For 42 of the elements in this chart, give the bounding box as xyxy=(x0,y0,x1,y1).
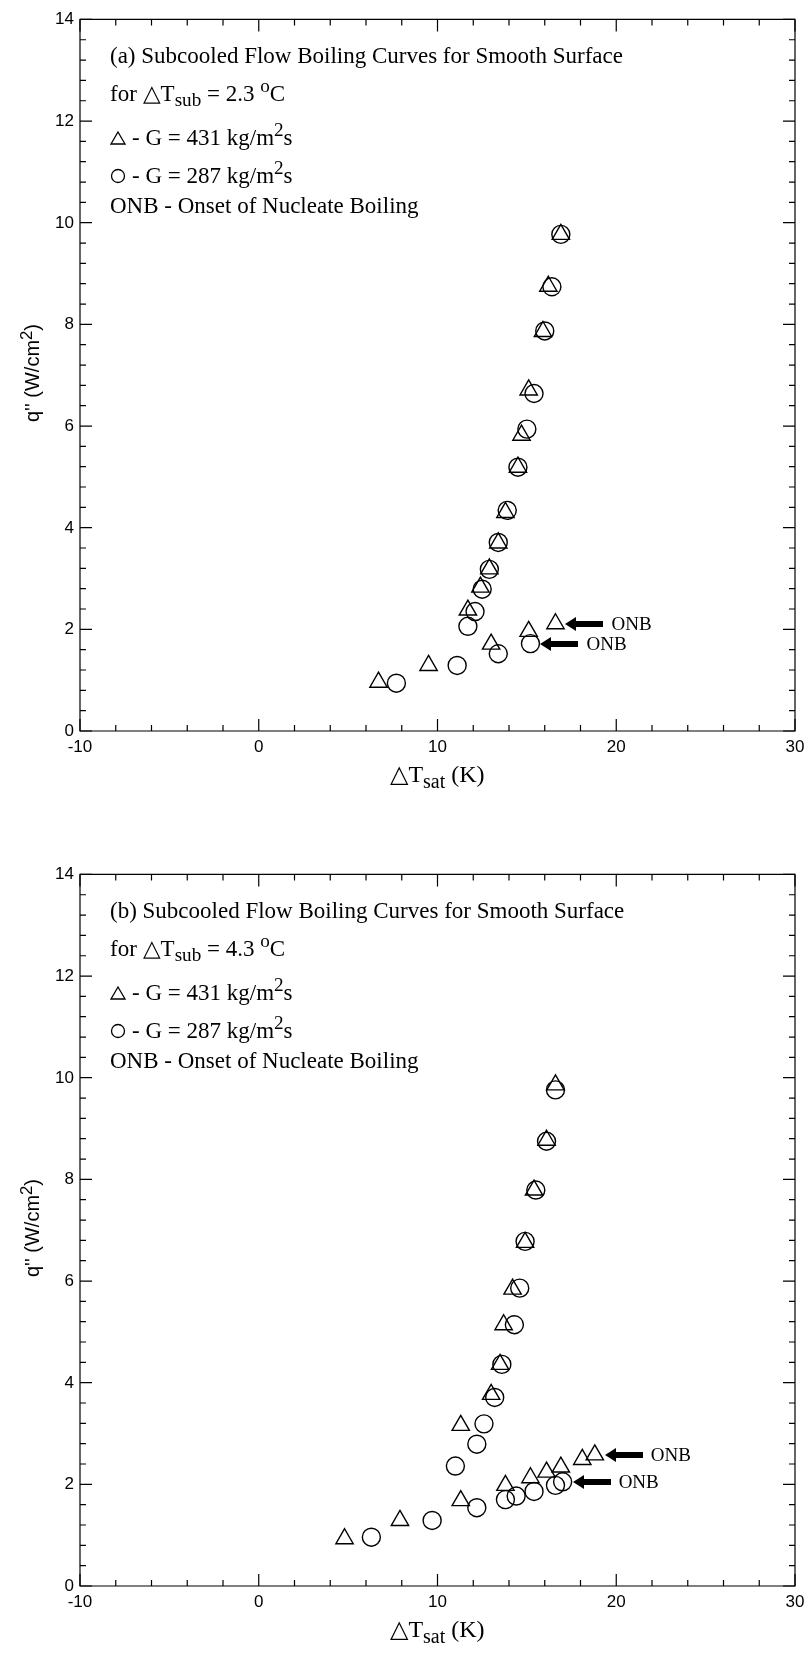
y-tick-label: 14 xyxy=(55,864,74,885)
y-tick-label: 0 xyxy=(64,721,74,740)
x-tick-label: -10 xyxy=(67,737,93,757)
x-tick-label: 20 xyxy=(606,1592,626,1612)
annotation: ONB xyxy=(611,612,652,635)
y-tick-label: 0 xyxy=(64,1576,74,1595)
annotation: ONB xyxy=(650,1443,691,1466)
y-tick-label: 8 xyxy=(64,314,74,335)
x-tick-label: 30 xyxy=(785,737,805,757)
y-tick-label: 2 xyxy=(64,1474,74,1495)
text: (b) Subcooled Flow Boiling Curves for Smooth Surface xyxy=(110,897,625,925)
y-tick-label: 10 xyxy=(55,1067,74,1088)
y-tick-label: 8 xyxy=(64,1169,74,1190)
legend-label: - G = 431 kg/m$^{2}$s xyxy=(132,119,293,150)
y-tick-label: 2 xyxy=(64,619,74,640)
annotation: ONB xyxy=(586,632,627,655)
x-tick-label: 0 xyxy=(254,1592,264,1612)
legend-label: - G = 287 kg/m$^{2}$s xyxy=(132,156,293,188)
y-tick-label: 6 xyxy=(64,1271,74,1292)
legend-label: - G = 431 kg/m$^{2}$s xyxy=(132,974,293,1005)
x-tick-label: 30 xyxy=(785,1592,805,1612)
text: for △T$_{sub}$ = 4.3 $^{o}$C xyxy=(110,929,287,968)
annotation: ONB - Onset of Nucleate Boiling xyxy=(110,1046,420,1075)
annotation: ONB - Onset of Nucleate Boiling xyxy=(110,191,420,220)
legend-label: - G = 287 kg/m$^{2}$s xyxy=(132,1011,293,1043)
y-tick-label: 10 xyxy=(55,212,74,233)
x-tick-label: 10 xyxy=(428,737,447,757)
x-axis-title: △T$_{sat}$ (K) xyxy=(389,760,486,793)
x-axis-title: △T$_{sat}$ (K) xyxy=(389,1615,486,1648)
x-tick-label: 10 xyxy=(428,1592,447,1612)
y-tick-label: 12 xyxy=(55,111,74,132)
y-tick-label: 14 xyxy=(55,9,74,30)
y-tick-label: 12 xyxy=(55,966,74,987)
text: (a) Subcooled Flow Boiling Curves for Smooth Surface xyxy=(110,42,623,70)
text: for △T$_{sub}$ = 2.3 $^{o}$C xyxy=(110,74,287,113)
y-tick-label: 6 xyxy=(64,416,74,437)
annotation: ONB xyxy=(618,1470,659,1493)
y-tick-label: 4 xyxy=(64,517,74,538)
y-tick-label: 4 xyxy=(64,1372,74,1393)
x-tick-label: -10 xyxy=(67,1592,93,1612)
x-tick-label: 20 xyxy=(606,737,626,757)
x-tick-label: 0 xyxy=(254,737,264,757)
